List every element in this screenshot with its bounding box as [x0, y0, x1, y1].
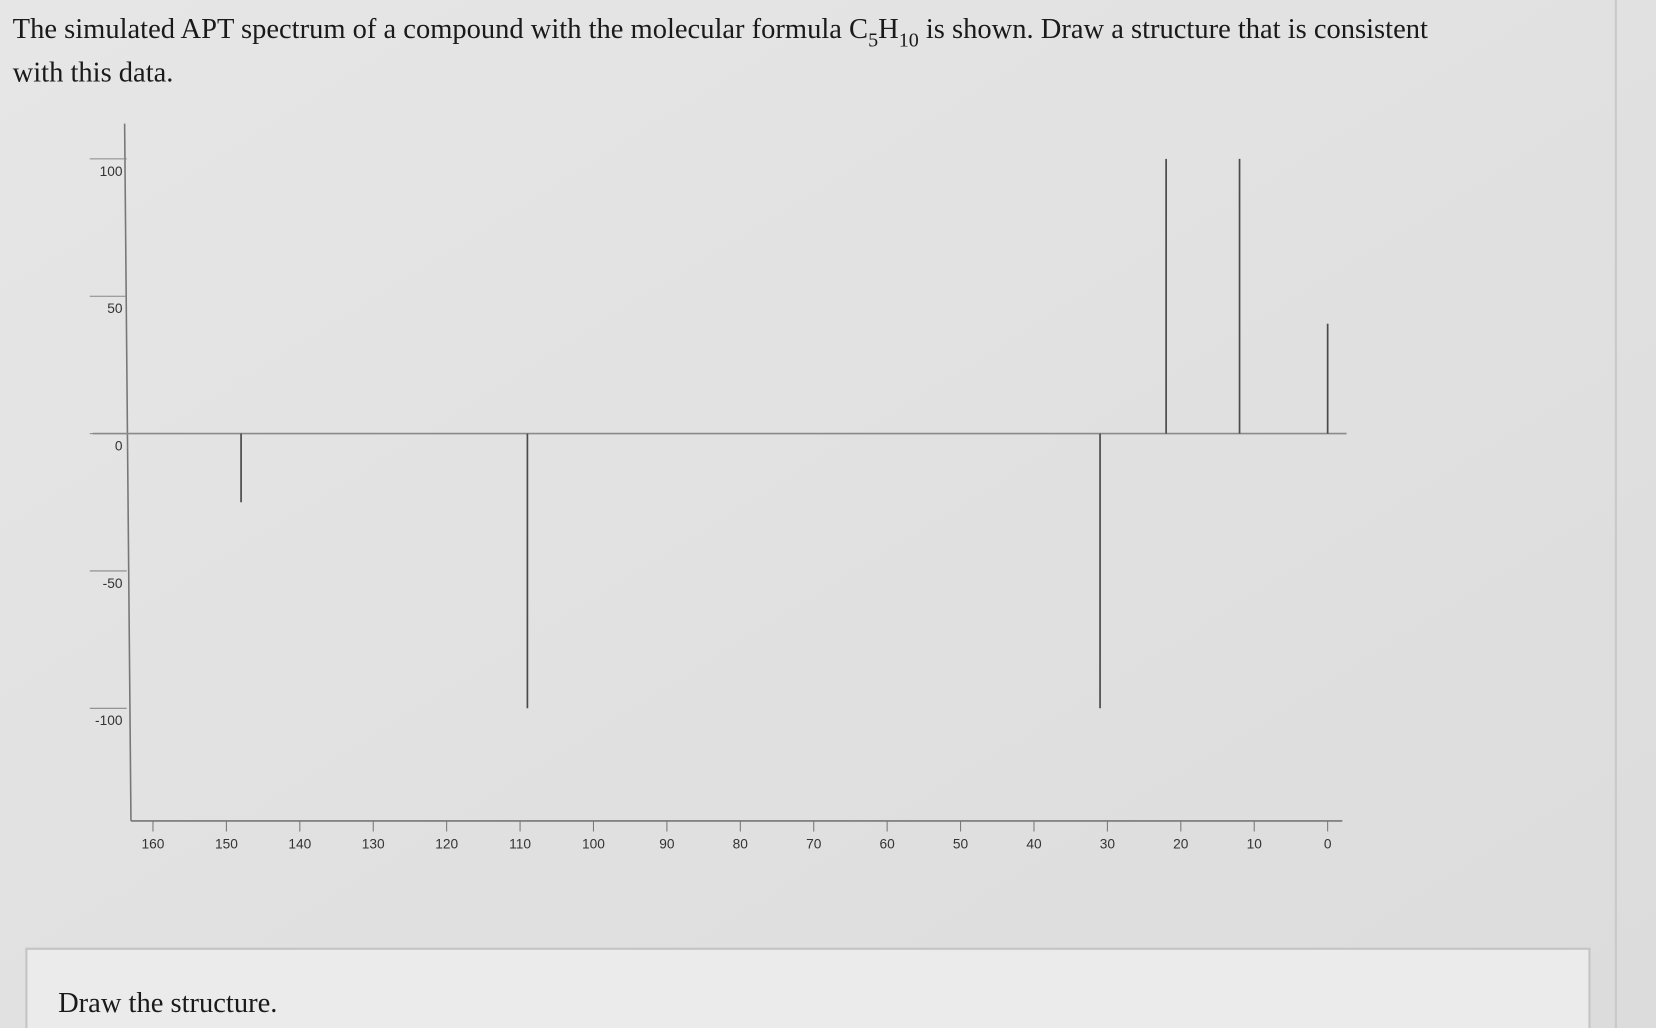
answer-label: Draw the structure. [58, 988, 277, 1019]
question-line-1: The simulated APT spectrum of a compound… [13, 14, 1428, 51]
formula-element: H [878, 14, 899, 45]
y-tick-label: -50 [103, 576, 123, 591]
y-tick-label: 0 [115, 439, 123, 454]
x-tick-label: 130 [362, 836, 385, 851]
x-tick-label: 60 [880, 836, 896, 851]
y-tick-label: -100 [95, 713, 123, 728]
x-tick-label: 70 [806, 836, 822, 851]
x-tick-label: 0 [1324, 836, 1332, 851]
y-tick-label: 100 [100, 164, 123, 179]
x-tick-label: 120 [435, 836, 458, 851]
x-tick-label: 50 [953, 836, 969, 851]
x-tick-label: 20 [1173, 836, 1189, 851]
x-tick-label: 30 [1100, 836, 1116, 851]
x-tick-label: 110 [509, 836, 531, 851]
formula-subscript: 10 [899, 29, 919, 51]
answer-box[interactable] [25, 947, 1591, 1028]
y-axis [123, 123, 132, 821]
question-text: is shown. Draw a structure that is consi… [919, 14, 1428, 45]
x-tick-label: 40 [1026, 836, 1042, 851]
x-tick-label: 150 [215, 836, 238, 851]
formula-subscript: 5 [868, 29, 878, 51]
question-line-2: with this data. [13, 57, 174, 88]
x-tick-label: 80 [733, 836, 749, 851]
x-tick-label: 90 [659, 836, 675, 851]
x-tick-label: 140 [288, 836, 311, 851]
x-tick-label: 10 [1247, 836, 1263, 851]
x-tick-label: 100 [582, 836, 605, 851]
y-tick-label: 50 [107, 301, 123, 316]
formula-element: C [849, 14, 868, 45]
question-text: The simulated APT spectrum of a compound… [13, 14, 849, 45]
x-tick-label: 160 [142, 836, 165, 851]
